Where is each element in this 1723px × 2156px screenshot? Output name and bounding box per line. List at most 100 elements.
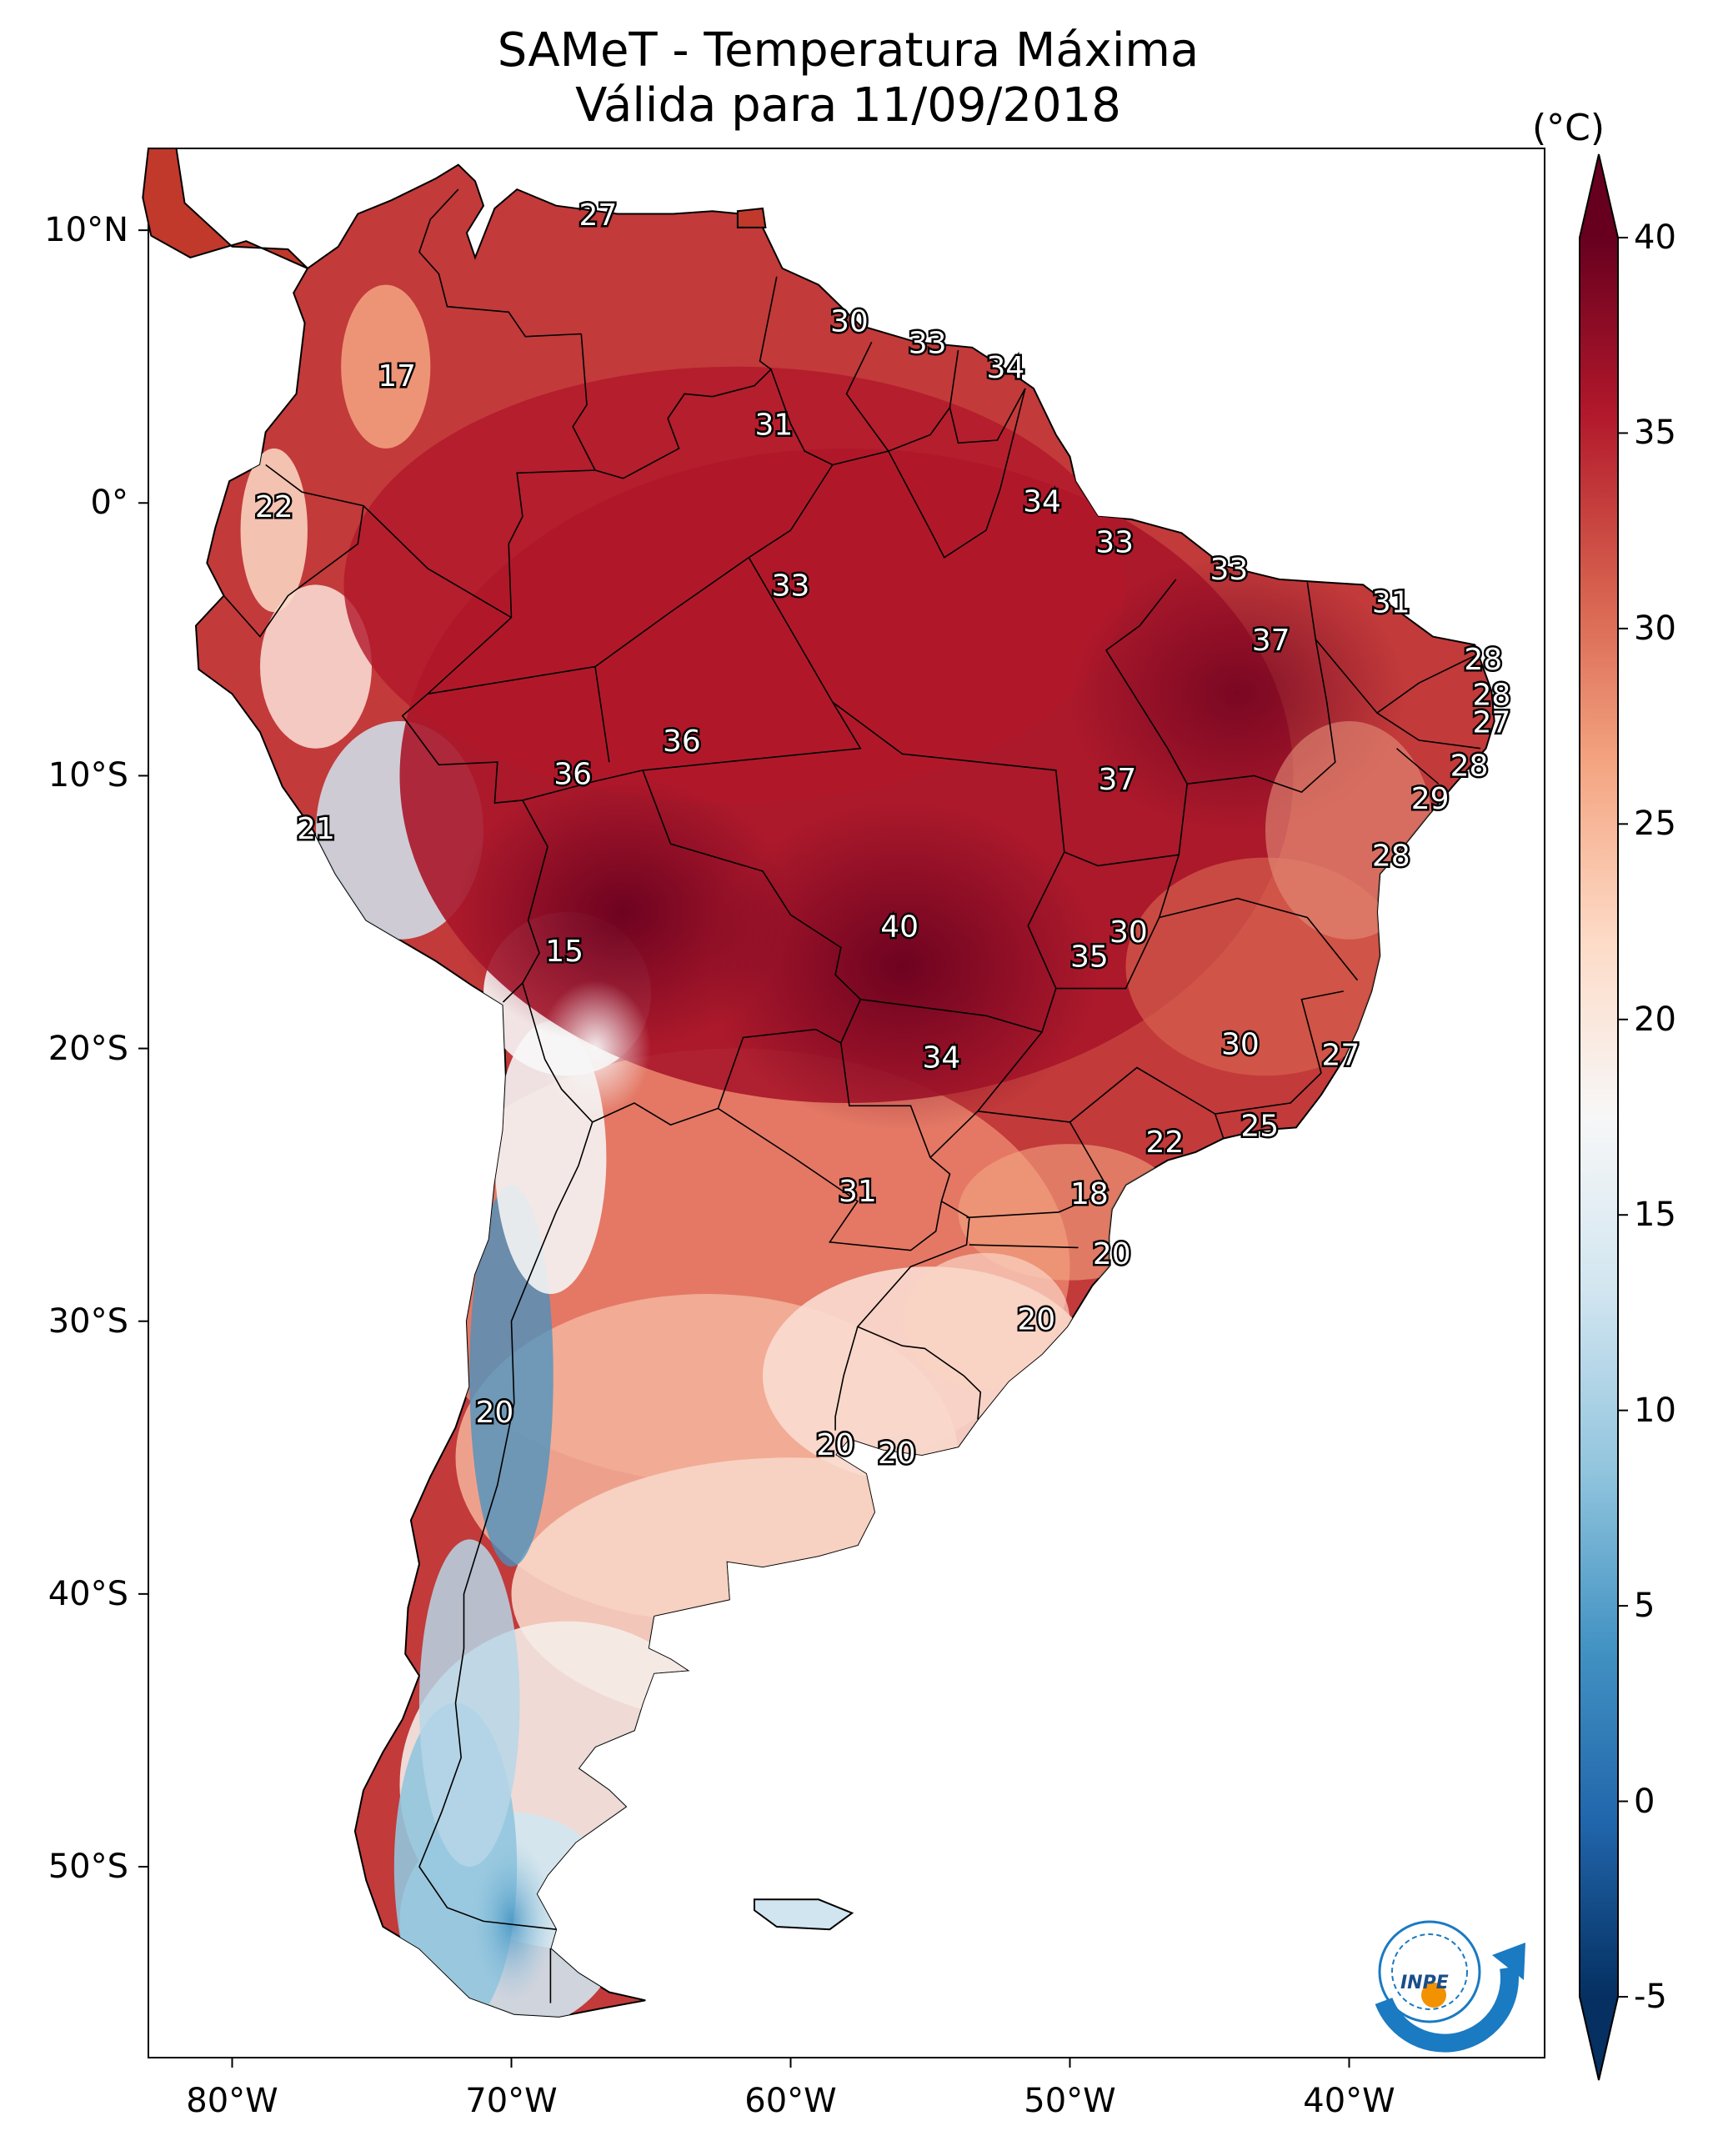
border-line xyxy=(594,276,778,479)
temperature-label: 28 xyxy=(1472,679,1510,713)
temperature-label: 21 xyxy=(297,812,335,846)
border-line xyxy=(888,349,959,452)
temperature-label: 28 xyxy=(1372,840,1410,874)
lat-tick-label: 40°S xyxy=(48,1574,128,1613)
colorbar-tick-label: 5 xyxy=(1634,1587,1655,1626)
temperature-label: 30 xyxy=(1221,1027,1260,1061)
temperature-label: 20 xyxy=(1093,1237,1131,1271)
border-line xyxy=(418,188,582,338)
border-line xyxy=(223,505,364,638)
border-line xyxy=(949,388,1026,444)
lat-tick-label: 20°S xyxy=(48,1029,128,1068)
temperature-shade-blob xyxy=(455,775,791,1049)
border-line xyxy=(1300,990,1344,1074)
border-line xyxy=(594,666,610,763)
lat-tick-label: 10°S xyxy=(48,756,128,795)
lon-tick-label: 50°W xyxy=(1024,2082,1116,2120)
map-title: SAMeT - Temperatura Máxima xyxy=(497,23,1200,78)
caribbean-islands-landmass xyxy=(736,207,767,228)
border-line xyxy=(427,464,834,695)
central-america-landmass xyxy=(142,148,308,269)
colorbar-tick-label: 40 xyxy=(1634,218,1676,257)
temperature-label: 33 xyxy=(1210,553,1249,587)
colorbar-min-extension xyxy=(1580,1997,1618,2080)
lat-tick-label: 10°N xyxy=(44,211,128,250)
falkland-islands-landmass xyxy=(754,1898,854,1931)
logo-ring xyxy=(1378,1920,1481,2023)
temperature-label: 34 xyxy=(987,351,1025,385)
temperature-label: 36 xyxy=(553,757,592,791)
logo-arrow xyxy=(1492,1943,1525,1980)
temperature-label: 36 xyxy=(663,725,701,759)
lon-tick-label: 40°W xyxy=(1303,2082,1395,2120)
temperature-label: 33 xyxy=(1095,525,1134,559)
colorbar-tick-label: 20 xyxy=(1634,1000,1676,1039)
temperature-label: 31 xyxy=(839,1175,877,1209)
border-line xyxy=(860,851,1065,1033)
border-line xyxy=(508,333,597,618)
lon-tick-label: 80°W xyxy=(186,2082,278,2120)
temperature-label: 40 xyxy=(880,910,919,945)
lat-tick-label: 30°S xyxy=(48,1301,128,1341)
country-borders xyxy=(223,188,1481,2003)
temperature-shade-blob xyxy=(240,448,308,613)
colorbar-tick-label: 25 xyxy=(1634,805,1676,844)
lat-tick-label: 50°S xyxy=(48,1848,128,1886)
colorbar-tick-label: 35 xyxy=(1634,414,1676,453)
temperature-label: 33 xyxy=(772,569,810,604)
logo-inner-ring xyxy=(1391,1933,1468,2010)
logo-sun-dot xyxy=(1421,1983,1446,2008)
colorbar-tick-label: -5 xyxy=(1634,1978,1667,2016)
border-line xyxy=(642,557,862,771)
temperature-label: 27 xyxy=(579,198,617,233)
temperature-shade-blob xyxy=(341,284,431,449)
temperature-label: 17 xyxy=(378,359,416,394)
colorbar xyxy=(1579,153,1628,2081)
temperature-shade-blob xyxy=(539,980,651,1117)
temperature-label: 27 xyxy=(1472,705,1510,740)
temperature-label: 29 xyxy=(1411,782,1450,816)
border-line xyxy=(969,1244,1079,1249)
temperature-label: 27 xyxy=(1322,1038,1360,1072)
colorbar-max-extension xyxy=(1580,154,1618,238)
temperature-label: 30 xyxy=(1109,915,1148,950)
border-line xyxy=(418,1121,594,1930)
temperature-label: 37 xyxy=(1099,763,1137,797)
colorbar-tick-label: 30 xyxy=(1634,609,1676,648)
logo-text: INPE xyxy=(1400,1973,1449,1993)
border-line xyxy=(977,1066,1225,1139)
temperature-label: 31 xyxy=(754,409,793,443)
border-line xyxy=(966,1189,1109,1219)
temperature-label: 30 xyxy=(830,304,869,338)
inpe-logo: INPE xyxy=(1375,1920,1525,2053)
logo-swoosh xyxy=(1375,1966,1519,2053)
colorbar-unit-label: (°C) xyxy=(1532,107,1605,149)
colorbar-tick-marks xyxy=(1618,237,1628,1998)
colorbar-tick-label: 15 xyxy=(1634,1196,1676,1235)
temperature-shade-blob xyxy=(902,1252,1070,1390)
border-line xyxy=(1315,639,1475,714)
temperature-label: 33 xyxy=(909,327,947,361)
temperature-shade-blob xyxy=(343,366,1126,804)
temperature-label: 28 xyxy=(1450,750,1489,784)
temperature-label: 15 xyxy=(545,935,584,969)
temperature-label: 28 xyxy=(1464,643,1502,677)
temperature-label: 25 xyxy=(1240,1109,1279,1143)
lat-tick-label: 0° xyxy=(90,484,128,523)
temperature-label: 31 xyxy=(1372,585,1410,619)
border-line xyxy=(856,1201,982,1420)
temperature-label: 34 xyxy=(922,1041,960,1075)
border-line xyxy=(834,1326,859,1431)
lon-tick-label: 70°W xyxy=(465,2082,558,2120)
lon-tick-label: 60°W xyxy=(744,2082,837,2120)
temperature-label: 20 xyxy=(816,1428,854,1462)
map-subtitle: Válida para 11/09/2018 xyxy=(575,78,1121,133)
temperature-label: 20 xyxy=(1017,1303,1055,1337)
temperature-shade-blob xyxy=(707,803,1098,1131)
temperature-label: 20 xyxy=(475,1396,513,1430)
border-line xyxy=(888,388,1026,559)
temperature-label: 18 xyxy=(1070,1177,1109,1211)
border-line xyxy=(1159,897,1359,981)
